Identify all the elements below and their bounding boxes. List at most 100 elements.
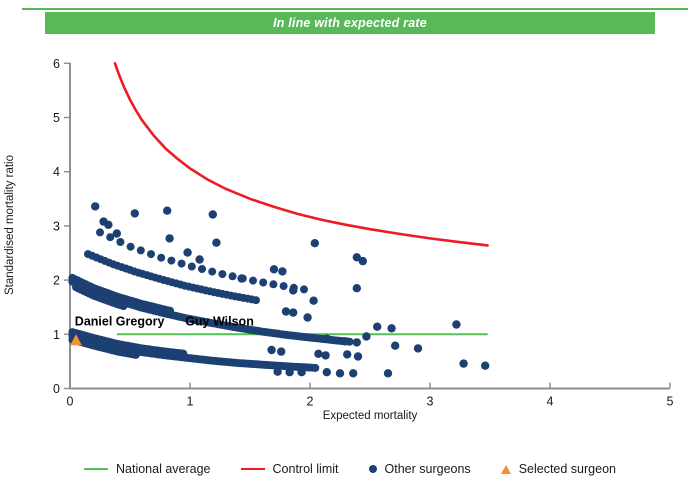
other-surgeon-dot [106, 233, 115, 242]
status-banner-text: In line with expected rate [273, 16, 427, 30]
other-surgeon-dot [131, 350, 140, 359]
other-surgeon-dot [289, 286, 298, 295]
other-surgeon-dot [314, 349, 323, 358]
other-surgeon-dot [452, 320, 461, 329]
x-axis-title: Expected mortality [322, 410, 418, 422]
legend-item-control-limit: Control limit [240, 462, 339, 476]
other-surgeon-dot [157, 253, 166, 262]
legend-label-control-limit: Control limit [272, 462, 339, 476]
top-rule [22, 8, 688, 10]
other-surgeon-dot [352, 253, 361, 262]
x-tick-label: 1 [187, 395, 194, 409]
surgeon-name-label: Daniel Gregory [75, 315, 165, 329]
other-surgeon-dot [391, 341, 400, 350]
surgeon-name-label: Guy Wilson [185, 315, 254, 329]
other-surgeon-dot [136, 246, 145, 255]
other-surgeon-dot [297, 368, 306, 377]
other-surgeon-dot [373, 322, 382, 331]
other-surgeon-dot [126, 242, 135, 251]
legend-item-other-surgeons: Other surgeons [368, 462, 471, 476]
other-surgeon-dot [279, 282, 288, 291]
legend-label-other-surgeons: Other surgeons [384, 462, 471, 476]
other-surgeon-dot [259, 278, 268, 287]
x-tick-label: 2 [307, 395, 314, 409]
other-surgeon-dot [165, 234, 174, 243]
other-surgeon-dot [281, 307, 291, 316]
other-surgeon-dot [277, 347, 286, 356]
selected-surgeon-triangle-swatch [500, 464, 511, 474]
other-surgeon-dot [198, 265, 206, 273]
other-surgeon-dot [267, 345, 276, 355]
other-surgeon-dot [228, 272, 237, 281]
other-surgeon-dot [208, 210, 217, 219]
other-surgeon-dot [112, 229, 122, 238]
other-surgeon-dot [187, 262, 196, 271]
x-tick-label: 3 [427, 395, 434, 409]
other-surgeon-dot [335, 369, 345, 378]
other-surgeon-dot [91, 202, 100, 211]
other-surgeon-dot [179, 349, 188, 358]
other-surgeon-dot [349, 369, 358, 378]
other-surgeon-dot [273, 367, 282, 376]
other-surgeon-dot [343, 350, 352, 359]
control-limit-line-swatch [240, 468, 265, 470]
other-surgeon-dot [119, 302, 128, 311]
y-axis-title: Standardised mortality ratio [4, 155, 16, 295]
other-surgeon-dot [269, 265, 279, 274]
other-surgeon-dot [249, 276, 257, 285]
selected-surgeon-marker [70, 334, 82, 346]
control-limit-curve [113, 62, 489, 247]
other-surgeon-dot [116, 238, 125, 246]
y-tick-label: 4 [53, 165, 60, 179]
x-tick-label: 5 [667, 395, 674, 409]
other-surgeon-dot [252, 296, 260, 305]
other-surgeon-dot [303, 313, 312, 322]
other-surgeon-dot [300, 285, 308, 294]
other-surgeon-dot [353, 352, 363, 361]
other-surgeon-dot [352, 284, 361, 293]
other-surgeon-dot [195, 255, 204, 264]
other-surgeon-dot [285, 368, 294, 377]
other-surgeon-dot [413, 344, 423, 353]
other-surgeon-dot [311, 363, 320, 372]
other-surgeon-dot [481, 361, 490, 370]
other-surgeon-dot [96, 228, 104, 237]
other-surgeon-dot [104, 220, 113, 229]
y-tick-label: 2 [53, 274, 60, 288]
y-tick-label: 1 [53, 328, 60, 342]
other-surgeons-dot-swatch [368, 465, 377, 473]
chart-legend: National average Control limit Other sur… [0, 456, 700, 482]
other-surgeon-dot [387, 324, 396, 333]
national-average-line-swatch [84, 468, 108, 470]
other-surgeon-dot [362, 332, 371, 341]
legend-item-selected-surgeon: Selected surgeon [500, 462, 616, 476]
other-surgeon-dot [322, 334, 331, 343]
x-tick-label: 4 [547, 395, 554, 409]
other-surgeon-dot [278, 267, 287, 276]
other-surgeon-dot [358, 256, 367, 266]
y-tick-label: 3 [53, 219, 60, 233]
other-surgeon-dot [309, 296, 318, 305]
axes [69, 63, 670, 390]
other-surgeon-dot [459, 359, 468, 368]
y-tick-label: 5 [53, 111, 60, 125]
y-tick-label: 0 [53, 382, 60, 396]
other-surgeon-dot [383, 369, 393, 378]
other-surgeon-dot [167, 256, 176, 265]
other-surgeon-dot [166, 306, 175, 315]
other-surgeon-dot [352, 338, 361, 347]
status-banner: In line with expected rate [45, 12, 655, 34]
other-surgeon-dot [289, 308, 298, 317]
other-surgeon-dot [321, 351, 330, 360]
legend-label-national-average: National average [116, 462, 211, 476]
other-surgeon-dot [212, 238, 221, 247]
other-surgeon-dot [147, 250, 155, 259]
other-surgeon-dot [130, 209, 139, 218]
other-surgeon-dot [237, 274, 246, 283]
other-surgeon-dot [310, 239, 319, 248]
other-surgeon-dot [177, 259, 186, 268]
other-surgeon-dot [163, 206, 172, 215]
